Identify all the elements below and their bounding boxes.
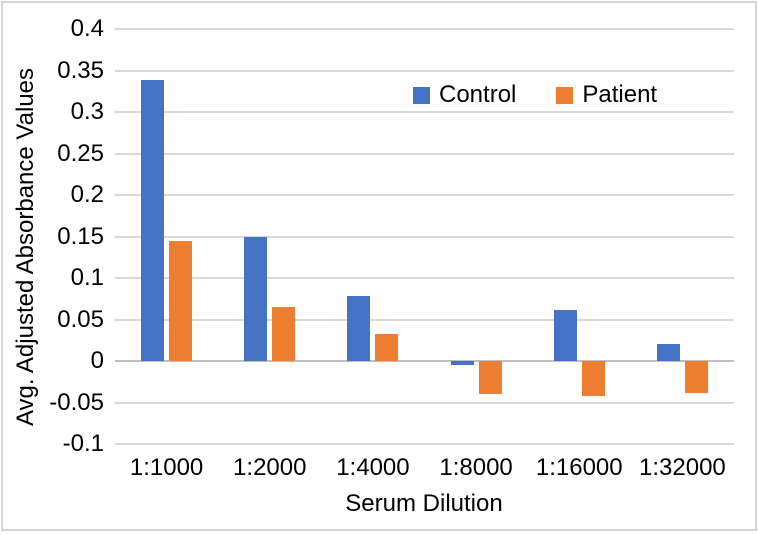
legend-label: Control (439, 81, 517, 108)
x-tick-label: 1:8000 (439, 454, 513, 481)
control-bar-1-16000 (553, 309, 577, 361)
control-bar-1-8000 (450, 361, 474, 366)
zero-axis-line (115, 360, 734, 362)
y-tick-label: 0.35 (57, 56, 104, 84)
gridline (115, 277, 734, 279)
y-tick-label: 0.1 (70, 264, 104, 291)
legend-item-patient: Patient (556, 83, 657, 107)
gridline (115, 111, 734, 113)
control-bar-1-1000 (141, 80, 165, 361)
x-tick-label: 1:16000 (535, 454, 623, 481)
x-tick-label: 1:1000 (129, 454, 204, 481)
gridline (115, 443, 734, 445)
patient-bar-1-4000 (375, 334, 399, 361)
y-tick-label: 0 (90, 347, 104, 374)
y-tick-label: 0.3 (70, 98, 104, 125)
y-tick-label: 0.4 (70, 15, 104, 42)
x-tick-label: 1:2000 (233, 454, 307, 481)
y-tick-label: -0.1 (62, 430, 104, 457)
legend: Control Patient (413, 83, 657, 107)
control-series-swatch-icon (413, 86, 430, 104)
gridline (115, 194, 734, 196)
y-tick-label: 0.2 (70, 181, 104, 208)
y-tick-label: 0.05 (57, 305, 104, 333)
legend-item-control: Control (413, 83, 516, 107)
control-bar-1-2000 (244, 236, 268, 361)
patient-bar-1-2000 (272, 307, 296, 361)
gridline (115, 69, 734, 72)
x-axis-title: Serum Dilution (345, 490, 503, 517)
patient-bar-1-32000 (684, 361, 708, 393)
gridline (115, 28, 734, 30)
patient-series-swatch-icon (556, 86, 574, 104)
gridline (115, 235, 734, 238)
x-tick-label: 1:32000 (639, 454, 726, 481)
gridline (115, 318, 734, 321)
legend-label: Patient (582, 81, 658, 108)
patient-bar-1-1000 (169, 240, 193, 361)
y-tick-label: 0.25 (57, 139, 104, 167)
y-tick-label: 0.15 (57, 222, 104, 250)
patient-bar-1-16000 (581, 361, 605, 396)
patient-bar-1-8000 (478, 361, 502, 395)
y-tick-label: -0.05 (49, 388, 104, 416)
plot-area: Control Patient (115, 28, 734, 445)
x-tick-label: 1:4000 (336, 454, 410, 481)
control-bar-1-32000 (656, 343, 680, 361)
gridline (115, 152, 734, 155)
control-bar-1-4000 (347, 296, 371, 361)
gridline (115, 401, 734, 404)
